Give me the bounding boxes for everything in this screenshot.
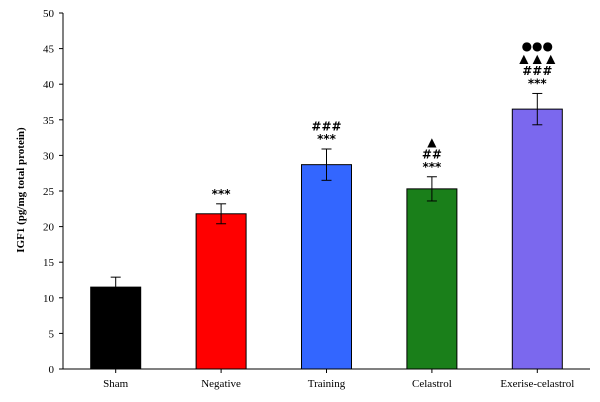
significance-annotation: ▲ ▲ ▲ <box>519 51 556 65</box>
y-tick-label: 45 <box>43 44 55 56</box>
y-tick-label: 0 <box>49 364 55 376</box>
bar <box>90 286 142 370</box>
category-label: Training <box>308 378 346 390</box>
y-axis-title-group: IGF1 (pg/mg total protein) <box>15 127 27 253</box>
category-label: Celastrol <box>412 378 452 390</box>
bar <box>406 188 458 370</box>
category-label: Exerise-celastrol <box>500 378 574 390</box>
bar <box>511 108 563 370</box>
y-tick-label: 20 <box>43 222 55 234</box>
plot-area: 0 5 10 15 20 25 30 35 40 45 50 Sham Negative *** Train… <box>43 8 590 390</box>
significance-annotation: ### <box>522 64 552 78</box>
y-tick-label: 30 <box>43 150 55 162</box>
bar <box>301 164 352 370</box>
significance-annotation: *** <box>212 187 232 201</box>
y-tick-label: 5 <box>49 328 55 340</box>
significance-annotation: ▲ <box>427 135 437 149</box>
y-axis-title: IGF1 (pg/mg total protein) <box>15 127 27 253</box>
significance-annotation: *** <box>317 132 337 146</box>
significance-annotation: *** <box>422 160 442 174</box>
y-tick-label: 50 <box>43 8 55 20</box>
y-tick-label: 10 <box>43 293 55 305</box>
y-tick-label: 25 <box>43 186 55 198</box>
y-tick-label: 35 <box>43 115 55 127</box>
significance-annotation: ## <box>422 147 442 161</box>
category-label: Sham <box>103 378 129 390</box>
category-label: Negative <box>201 378 241 390</box>
significance-annotation: ### <box>311 119 341 133</box>
y-tick-label: 15 <box>43 257 55 269</box>
significance-annotation: ●●● <box>522 39 553 53</box>
significance-annotation: *** <box>528 76 548 90</box>
y-tick-label: 40 <box>43 79 55 91</box>
bar <box>195 213 247 370</box>
